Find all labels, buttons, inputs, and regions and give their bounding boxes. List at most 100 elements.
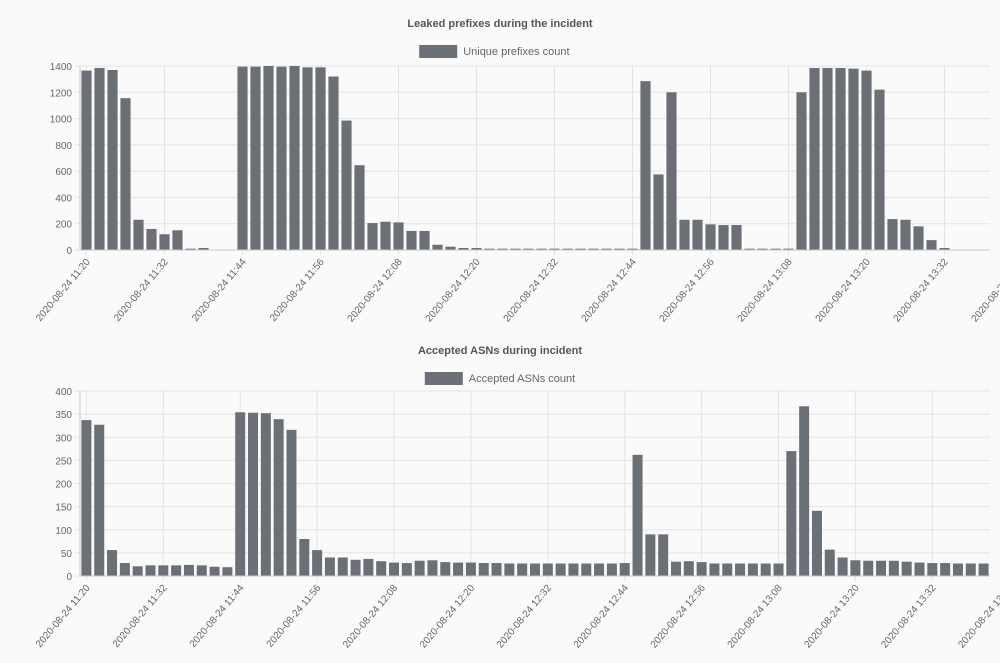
bar[interactable]: [145, 565, 156, 576]
bar[interactable]: [822, 67, 833, 250]
bar[interactable]: [328, 76, 339, 250]
bar[interactable]: [940, 563, 951, 576]
bar[interactable]: [185, 248, 196, 250]
bar[interactable]: [401, 563, 412, 576]
bar[interactable]: [575, 248, 586, 250]
bar[interactable]: [614, 248, 625, 250]
bar[interactable]: [555, 563, 566, 576]
bar[interactable]: [119, 563, 130, 576]
bar[interactable]: [718, 225, 729, 250]
bar[interactable]: [770, 248, 781, 250]
bar[interactable]: [471, 248, 482, 250]
bar[interactable]: [94, 424, 105, 576]
bar[interactable]: [250, 66, 261, 251]
bar[interactable]: [735, 563, 746, 576]
bar[interactable]: [354, 165, 365, 250]
bar[interactable]: [497, 248, 508, 250]
bar[interactable]: [276, 66, 287, 251]
bar[interactable]: [913, 226, 924, 250]
bar[interactable]: [939, 248, 950, 250]
bar[interactable]: [312, 550, 323, 576]
bar[interactable]: [286, 429, 297, 576]
bar[interactable]: [722, 563, 733, 576]
bar[interactable]: [824, 549, 835, 576]
bar[interactable]: [632, 454, 643, 576]
bar[interactable]: [888, 560, 899, 576]
bar[interactable]: [658, 534, 669, 576]
bar[interactable]: [705, 224, 716, 250]
bar[interactable]: [978, 563, 989, 576]
bar[interactable]: [81, 70, 92, 250]
bar[interactable]: [248, 412, 259, 576]
bar[interactable]: [376, 561, 387, 576]
bar[interactable]: [952, 563, 963, 576]
bar[interactable]: [209, 566, 220, 576]
bar[interactable]: [299, 539, 310, 576]
bar[interactable]: [419, 230, 430, 250]
bar[interactable]: [171, 565, 182, 576]
bar[interactable]: [530, 563, 540, 576]
bar[interactable]: [465, 562, 476, 576]
bar[interactable]: [237, 66, 248, 251]
bar[interactable]: [445, 246, 456, 250]
bar[interactable]: [783, 248, 794, 250]
bar[interactable]: [670, 561, 681, 576]
bar[interactable]: [588, 248, 599, 250]
bar[interactable]: [679, 219, 690, 250]
bar[interactable]: [809, 67, 820, 250]
bar[interactable]: [850, 560, 861, 576]
bar[interactable]: [315, 67, 326, 250]
bar[interactable]: [666, 92, 677, 251]
bar[interactable]: [640, 81, 651, 250]
bar[interactable]: [350, 559, 361, 576]
bar[interactable]: [367, 223, 378, 250]
bar[interactable]: [107, 550, 118, 576]
bar[interactable]: [683, 561, 694, 576]
bar[interactable]: [235, 412, 246, 576]
bar[interactable]: [158, 565, 169, 576]
bar[interactable]: [568, 563, 579, 576]
bar[interactable]: [263, 66, 274, 250]
bar[interactable]: [887, 219, 898, 250]
bar[interactable]: [380, 221, 391, 250]
bar[interactable]: [542, 563, 553, 576]
bar[interactable]: [914, 562, 925, 576]
bar[interactable]: [926, 240, 937, 250]
bar[interactable]: [837, 557, 848, 577]
bar[interactable]: [337, 557, 348, 577]
bar[interactable]: [773, 563, 784, 576]
bar[interactable]: [132, 566, 143, 576]
bar[interactable]: [863, 560, 874, 576]
bar[interactable]: [107, 69, 118, 250]
bar[interactable]: [302, 67, 313, 250]
bar[interactable]: [861, 70, 872, 250]
legend-swatch[interactable]: [419, 45, 458, 58]
bar[interactable]: [692, 219, 703, 250]
bar[interactable]: [927, 563, 938, 576]
bar[interactable]: [198, 248, 209, 250]
bar[interactable]: [744, 248, 755, 250]
bar[interactable]: [799, 406, 810, 576]
bar[interactable]: [594, 563, 605, 576]
bar[interactable]: [757, 248, 768, 250]
bar[interactable]: [478, 563, 489, 576]
bar[interactable]: [562, 248, 573, 250]
bar[interactable]: [81, 420, 92, 576]
bar[interactable]: [427, 560, 438, 576]
bar[interactable]: [222, 567, 233, 576]
bar[interactable]: [731, 225, 742, 250]
bar[interactable]: [273, 419, 284, 576]
bar[interactable]: [133, 219, 144, 250]
bar[interactable]: [289, 66, 300, 250]
bar[interactable]: [341, 120, 352, 251]
bar[interactable]: [601, 248, 612, 250]
bar[interactable]: [324, 557, 335, 577]
bar[interactable]: [183, 564, 194, 576]
bar[interactable]: [406, 230, 417, 250]
bar[interactable]: [835, 67, 846, 250]
bar[interactable]: [696, 562, 707, 576]
legend-label[interactable]: Unique prefixes count: [463, 46, 569, 58]
bar[interactable]: [900, 219, 911, 250]
bar[interactable]: [393, 222, 404, 250]
bar[interactable]: [627, 248, 638, 250]
